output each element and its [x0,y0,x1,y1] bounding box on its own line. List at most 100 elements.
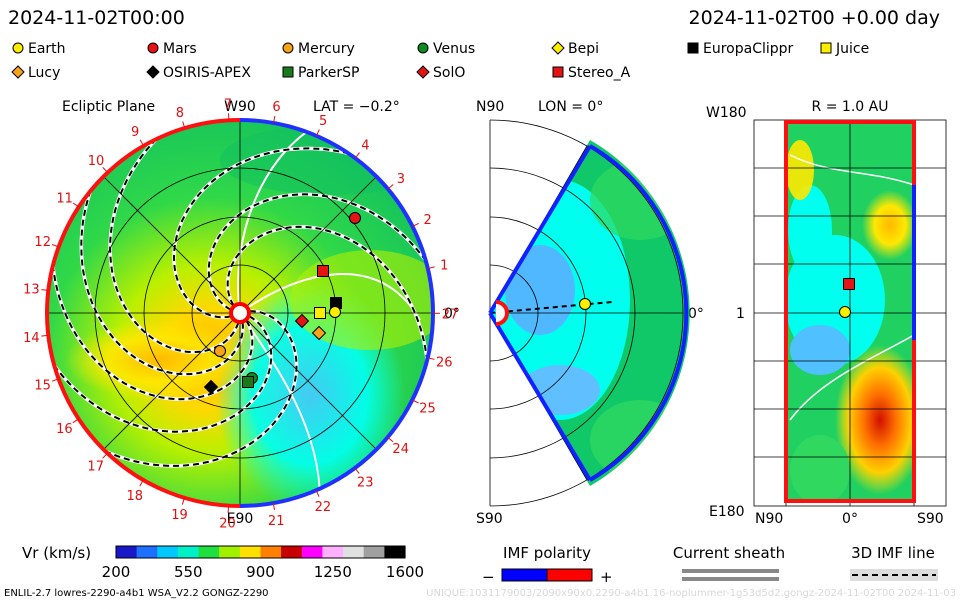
colorbar-swatch-4 [199,546,220,558]
colorbar-tick-200: 200 [102,563,131,581]
marker-mars [350,213,361,224]
carrington-tick-25: 25 [419,402,436,417]
carrington-tick-17: 17 [87,460,104,475]
marker-stereo-a-radius-map [844,279,855,290]
legend-label-europaclippr: EuropaClippr [703,41,794,57]
current-sheath-legend: Current sheath [673,544,785,581]
carrington-tick-6: 6 [272,100,280,115]
carrington-tick-11: 11 [56,192,73,207]
footer-run-info: ENLIL-2.7 lowres-2290-a4b1 WSA_V2.2 GONG… [4,588,269,599]
carrington-tick-19: 19 [171,508,188,523]
radius-map-panel: R = 1.0 AU W180 E180 1 N90 0° S90 [706,99,946,527]
colorbar-swatch-3 [178,546,199,558]
legend-marker-europaclippr [688,43,698,53]
legend-marker-osiris-apex [147,66,159,78]
carrington-tick-23: 23 [357,476,374,491]
colorbar-tick-1600: 1600 [386,563,424,581]
carrington-tick-27: 27 [442,307,459,322]
header-datetime: 2024-11-02T00:00 [8,7,185,29]
colorbar-swatch-13 [384,546,405,558]
carrington-tick-24: 24 [392,442,409,457]
radius-map-e180-label: E180 [709,504,745,520]
carrington-tick-10: 10 [88,154,105,169]
radius-map-s90-label: S90 [917,511,944,527]
sheath-line-2 [682,577,779,581]
marker-earth-radius-map [840,307,851,318]
marker-parkersp [243,377,254,388]
carrington-tick-13: 13 [23,283,40,298]
carrington-tickmark-20 [228,506,229,513]
meridional-panel: N90 LON = 0° S90 0° [476,99,704,527]
carrington-tick-12: 12 [34,235,51,250]
radius-map-w180-label: W180 [706,105,747,121]
meridional-lon-label: LON = 0° [538,99,603,115]
legend-label-parkersp: ParkerSP [298,65,359,81]
footer-unique-id: UNIQUE:1031179003/2090x90x0.2290-a4b1.16… [426,588,956,599]
legend-label-juice: Juice [835,41,869,57]
colorbar-swatch-7 [261,546,282,558]
legend-label-stereo-a: Stereo_A [568,65,631,81]
colorbar-swatch-9 [302,546,323,558]
carrington-tick-21: 21 [268,514,285,529]
carrington-tickmark-3 [388,185,393,190]
meridional-n90-label: N90 [476,99,504,115]
imf3d-label: 3D IMF line [851,544,935,562]
legend-marker-lucy [12,66,24,78]
legend-label-venus: Venus [433,41,475,57]
colorbar-swatch-5 [219,546,240,558]
marker-earth-meridional [580,299,591,310]
legend-marker-parkersp [283,67,293,77]
meridional-zero-label: 0° [688,306,704,322]
sun-marker [231,304,249,322]
legend-marker-stereo-a [553,67,563,77]
legend-label-osiris-apex: OSIRIS-APEX [163,65,251,81]
ecliptic-panel: Ecliptic Plane W90 LAT = −0.2° E90 0° [23,97,460,531]
carrington-tick-18: 18 [127,489,144,504]
colorbar-swatch-2 [157,546,178,558]
sheath-line-1 [682,569,779,573]
carrington-tick-14: 14 [23,331,40,346]
colorbar-tick-1250: 1250 [314,563,352,581]
legend-marker-mercury [283,43,293,53]
carrington-tickmark-17 [103,453,108,458]
header-elapsed: 2024-11-02T00 +0.00 day [689,7,940,29]
colorbar-swatch-6 [240,546,261,558]
legend-marker-solo [417,66,429,78]
marker-stereo-a [318,266,329,277]
legend-label-lucy: Lucy [28,65,60,81]
colorbar-swatch-0 [116,546,137,558]
imf-positive-swatch [547,569,592,581]
carrington-tick-4: 4 [361,139,369,154]
legend-marker-bepi [552,42,564,54]
marker-mercury [215,346,226,357]
legend-label-earth: Earth [28,41,66,57]
colorbar-swatches [116,546,406,558]
carrington-tick-26: 26 [436,356,453,371]
imf-plus-label: + [600,568,613,586]
meridional-sun-marker [496,302,507,324]
colorbar-swatch-12 [364,546,385,558]
colorbar-label: Vr (km/s) [22,544,91,562]
radius-map-title: R = 1.0 AU [812,99,889,115]
carrington-tick-7: 7 [224,97,232,112]
legend-marker-venus [418,43,428,53]
imf-polarity-legend: IMF polarity − + [482,544,613,586]
legend-label-mercury: Mercury [298,41,355,57]
current-sheath-label: Current sheath [673,544,785,562]
colorbar-swatch-10 [322,546,343,558]
marker-juice [315,308,326,319]
carrington-tick-22: 22 [315,500,332,515]
carrington-tick-8: 8 [176,106,184,121]
colorbar-swatch-11 [343,546,364,558]
radius-map-n90-label: N90 [755,511,783,527]
carrington-tick-1: 1 [440,259,448,274]
carrington-tick-15: 15 [34,379,51,394]
carrington-tick-2: 2 [424,213,432,228]
imf3d-legend: 3D IMF line [850,544,938,581]
carrington-tick-20: 20 [219,517,236,532]
legend-marker-mars [148,43,158,53]
